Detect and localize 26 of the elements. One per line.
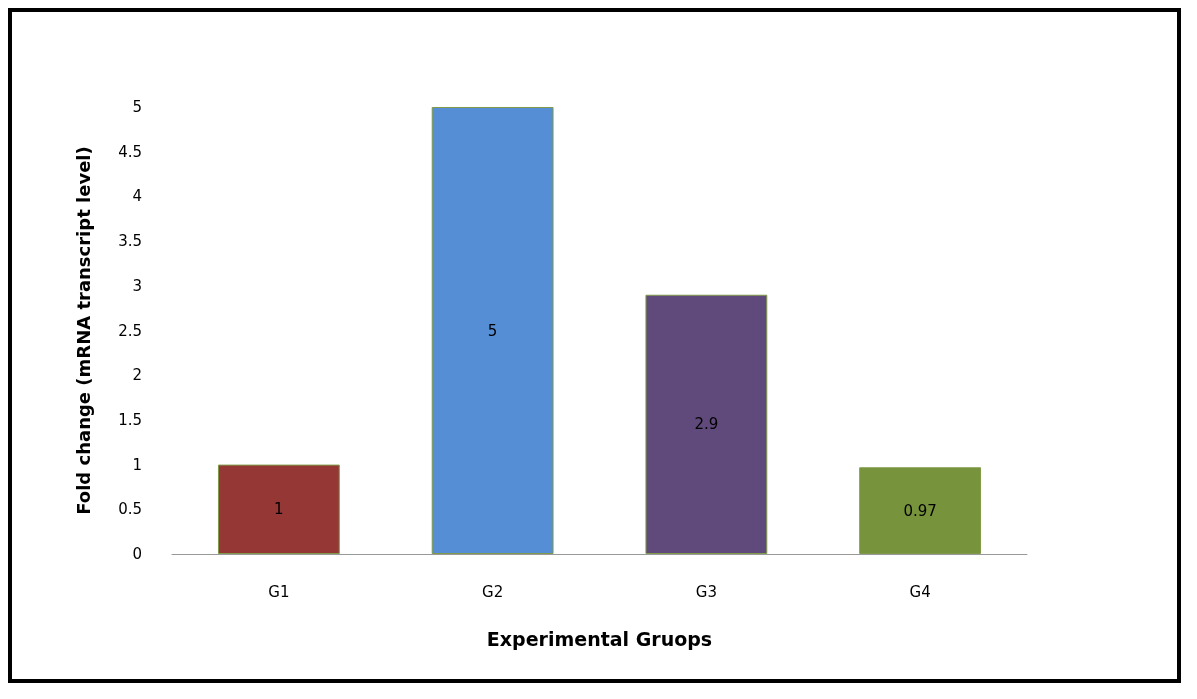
y-tick-label: 1 xyxy=(132,455,142,474)
y-tick-label: 4.5 xyxy=(118,142,142,161)
y-tick-label: 0 xyxy=(132,545,142,563)
bar xyxy=(645,294,768,554)
y-tick-label: 2 xyxy=(132,366,142,385)
bar xyxy=(217,464,340,554)
data-label: 5 xyxy=(487,321,498,340)
data-label: 1 xyxy=(274,500,284,519)
x-tick-label: G2 xyxy=(482,582,504,601)
y-tick-label: 5 xyxy=(132,98,142,116)
x-tick-label: G3 xyxy=(695,582,717,601)
y-tick-label: 3 xyxy=(132,276,142,295)
y-tick-label: 2.5 xyxy=(118,321,142,340)
frame-border: Fold change (mRNA transcript level) Experimental Gruops 0 0.5 1 1.5 2 2.5 3 3.5 4 4.5 5 G1 G2 G3 G4 1 5 2.9 0.97 xyxy=(8,8,1181,683)
bar xyxy=(859,467,982,554)
y-tick-label: 3.5 xyxy=(118,232,142,251)
x-axis-title: Experimental Gruops xyxy=(486,627,713,650)
y-tick-label: 4 xyxy=(132,187,142,206)
y-axis-title: Fold change (mRNA transcript level) xyxy=(72,146,94,515)
x-tick-label: G4 xyxy=(909,582,931,601)
y-tick-label: 0.5 xyxy=(118,500,142,519)
y-tick-label: 1.5 xyxy=(118,410,142,429)
x-tick-label: G1 xyxy=(268,582,290,601)
data-label: 2.9 xyxy=(694,415,719,434)
bar xyxy=(431,107,554,554)
data-label: 0.97 xyxy=(903,501,937,520)
